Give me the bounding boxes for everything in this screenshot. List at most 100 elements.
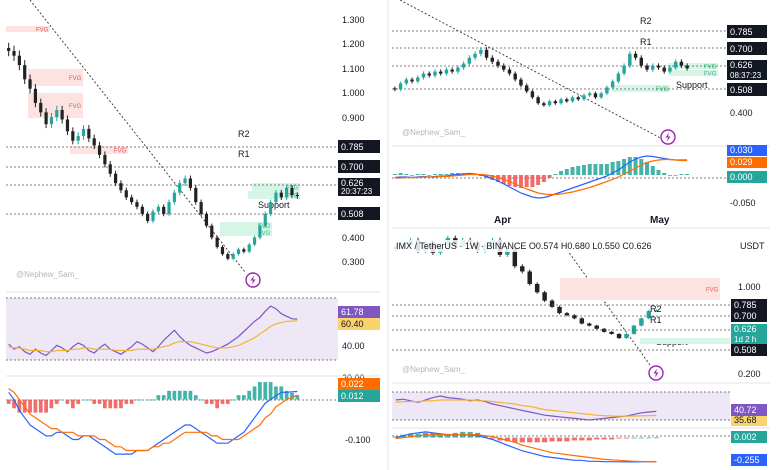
tr-macd-hist [553, 174, 558, 175]
tr-candle [662, 67, 666, 72]
left-macd-hist [242, 395, 246, 400]
left-candle [71, 131, 75, 141]
left-level-badge-3-bg [338, 207, 380, 220]
br-macd-hist [527, 437, 533, 443]
tr-level-badge-1: 0.700 [727, 42, 767, 55]
br-candle [534, 283, 540, 293]
left-candle [290, 187, 294, 195]
tr-macd-hist [673, 175, 678, 176]
br-macd-badge-1-bg [731, 454, 767, 466]
br-macd-hist [616, 437, 622, 439]
tr-candle [553, 101, 558, 104]
tr-candle [427, 73, 431, 76]
tr-candle [679, 61, 684, 66]
tr-candle [450, 69, 454, 72]
left-candle [119, 183, 123, 191]
tr-macd-hist [536, 175, 541, 185]
left-fvg-6-zone [248, 191, 300, 199]
tr-macd-hist [490, 175, 495, 180]
left-watermark: @Nephew_Sam_ [16, 270, 79, 279]
left-candle [17, 55, 21, 66]
br-level-label-1: R1 [650, 315, 662, 325]
br-macd-hist [534, 437, 540, 443]
br-level-badge-0-bg [731, 299, 767, 311]
tr-candle [582, 95, 586, 100]
left-candle [23, 65, 27, 80]
tr-candle [633, 53, 638, 58]
br-rsi-badge-0-text: 40.72 [734, 405, 757, 415]
left-macd-hist [119, 399, 123, 409]
tr-macd-hist [576, 166, 581, 175]
br-macd-hist [549, 437, 555, 442]
left-candle [183, 178, 187, 184]
left-macd-hist [258, 382, 262, 400]
left-macd-hist [97, 399, 102, 404]
left-candle [247, 244, 251, 252]
tr-candle [438, 71, 443, 74]
left-level-badge-1-bg [338, 160, 380, 173]
left-candle [242, 249, 246, 252]
tr-macd-hist [541, 175, 546, 182]
left-macd-badge-0-bg [338, 378, 380, 390]
tr-macd-hist [564, 169, 569, 175]
br-rsi-badge-0-bg [731, 404, 767, 416]
left-candle [252, 237, 257, 245]
tr-level-badge-1-bg [727, 42, 767, 55]
left-candle [124, 190, 128, 198]
left-candle [204, 213, 209, 226]
left-rsi-badge-0: 61.78 [338, 306, 380, 318]
left-macd-hist [209, 399, 214, 404]
left-trendline [29, 0, 246, 273]
br-candle [564, 313, 570, 316]
br-level-badge-2-subtext: 1d 2 h [734, 335, 756, 344]
tr-macd-hist [432, 174, 437, 175]
left-macd-hist [38, 399, 43, 413]
left-macd-hist [81, 399, 86, 401]
left-candle [81, 128, 86, 136]
left-candle [162, 206, 166, 214]
left-level-badge-2-text: 0.626 [341, 178, 364, 188]
tr-candle [565, 99, 569, 102]
tr-macd-hist [444, 174, 449, 175]
left-y-tick: 1.100 [342, 64, 365, 74]
tr-candle [479, 49, 483, 54]
tr-y-tick: 0.400 [730, 108, 753, 118]
tr-candle [473, 53, 477, 58]
tr-candle [651, 65, 655, 70]
br-candle [572, 315, 577, 319]
left-rsi-badge-1-bg [338, 318, 380, 330]
left-level-badge-1: 0.700 [338, 160, 380, 173]
br-y-tick: 1.000 [738, 282, 761, 292]
tr-level-label-0: R2 [640, 16, 652, 26]
br-rsi-badge-0: 40.72 [731, 404, 767, 416]
tr-candle [599, 93, 603, 98]
tr-candle [393, 88, 397, 90]
left-candle [172, 192, 176, 203]
tr-macd-hist [667, 175, 672, 176]
tr-trendline [399, 0, 669, 143]
br-watermark: @Nephew_Sam_ [402, 365, 465, 374]
br-macd-hist [489, 437, 496, 439]
tr-candle [461, 63, 466, 68]
left-macd-hist [49, 399, 54, 409]
left-macd-hist [86, 399, 91, 401]
br-candle [542, 292, 547, 301]
left-rsi-badge-0-bg [338, 306, 380, 318]
tr-level-badge-3-bg [727, 83, 767, 96]
br-macd-badge-0-text: 0.002 [734, 432, 757, 442]
tr-level-label-1: R1 [640, 37, 652, 47]
tr-macd-badge-2-text: 0.000 [730, 172, 753, 182]
left-rsi-badge-1-text: 60.40 [341, 319, 364, 329]
tr-candle [547, 101, 552, 106]
tr-macd-hist [599, 164, 604, 175]
tr-macd-hist [685, 174, 690, 175]
left-candle [231, 254, 235, 259]
left-level-badge-0: 0.785 [338, 140, 380, 153]
left-macd-hist [108, 399, 113, 409]
br-level-badge-3-bg [731, 344, 767, 356]
left-macd-hist [183, 390, 187, 400]
tr-candle [507, 69, 512, 74]
left-macd-hist [236, 395, 241, 400]
tr-candle [593, 93, 598, 98]
br-macd-hist [564, 437, 570, 442]
